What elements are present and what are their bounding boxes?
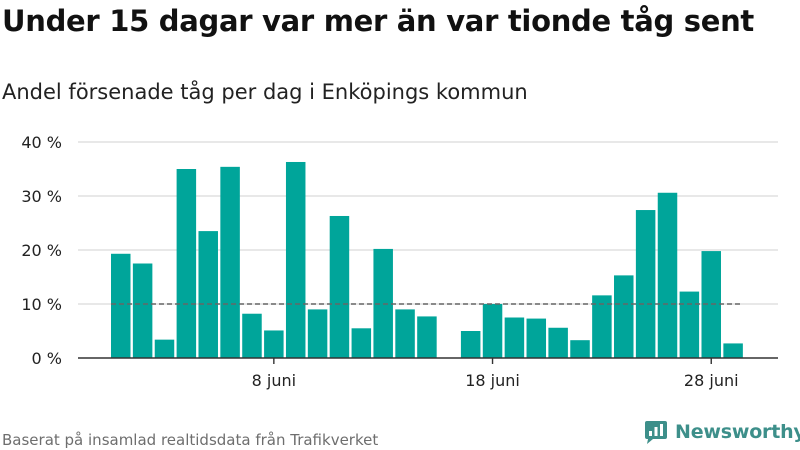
y-axis-tick-labels: 0 % 10 % 20 % 30 % 40 %	[21, 133, 62, 368]
brand-logo: Newsworthy	[643, 419, 800, 445]
bar	[526, 318, 547, 358]
bar	[395, 309, 415, 358]
y-tick-label: 20 %	[21, 241, 62, 260]
bar	[614, 275, 634, 358]
x-axis-tick-labels: 8 juni 18 juni 28 juni	[252, 358, 739, 390]
bar	[176, 169, 197, 358]
bar	[329, 215, 350, 358]
x-tick-label: 28 juni	[684, 371, 739, 390]
bar	[220, 166, 240, 358]
x-tick-label: 18 juni	[465, 371, 520, 390]
bar	[482, 304, 503, 358]
bar	[307, 309, 328, 358]
y-tick-label: 40 %	[21, 133, 62, 152]
bar	[504, 317, 525, 358]
bar	[111, 253, 131, 358]
chart-subtitle: Andel försenade tåg per dag i Enköpings …	[2, 80, 528, 104]
bar	[460, 331, 481, 358]
y-tick-label: 0 %	[32, 349, 62, 368]
bar	[154, 339, 175, 358]
bar	[264, 330, 284, 358]
bar	[635, 210, 656, 358]
source-note: Baserat på insamlad realtidsdata från Tr…	[2, 431, 379, 449]
bar	[417, 316, 437, 358]
chart-title: Under 15 dagar var mer än var tionde tåg…	[2, 4, 754, 38]
bar	[351, 328, 372, 358]
bar	[132, 263, 153, 358]
x-tick-label: 8 juni	[252, 371, 296, 390]
y-tick-label: 30 %	[21, 187, 62, 206]
bar	[242, 313, 262, 358]
bar	[548, 327, 568, 358]
brand-name: Newsworthy	[675, 421, 800, 443]
y-tick-label: 10 %	[21, 295, 62, 314]
bar-chart: 0 % 10 % 20 % 30 % 40 % 8 juni 18 juni 28 juni	[21, 133, 778, 390]
bar	[570, 340, 590, 358]
bars	[111, 161, 743, 358]
bar	[657, 192, 678, 358]
bar-chart-logo-icon	[645, 421, 667, 444]
bar	[723, 343, 743, 358]
bar	[285, 161, 306, 358]
bar	[198, 231, 218, 358]
bar	[679, 291, 700, 358]
bar	[592, 295, 612, 358]
